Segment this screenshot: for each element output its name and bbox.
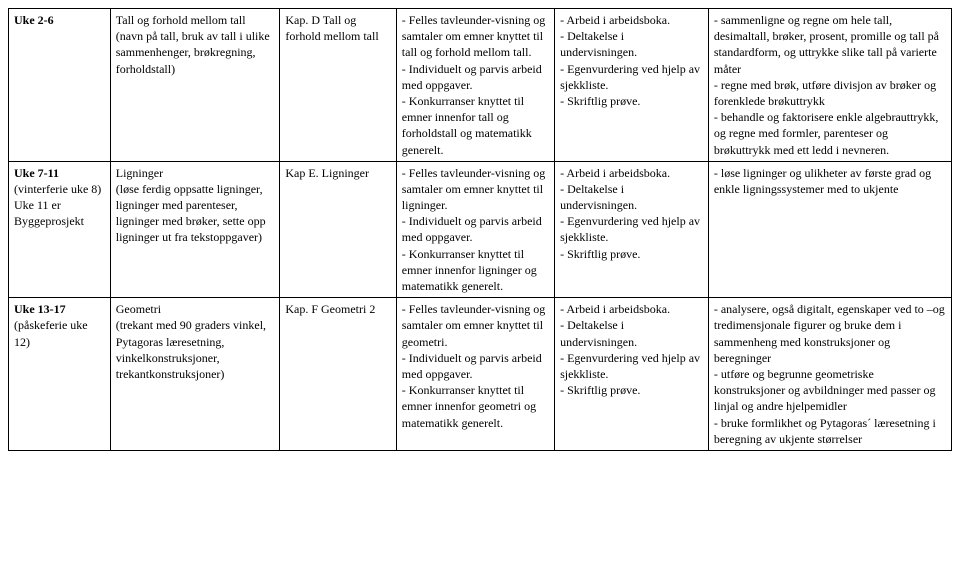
cell-tema: Tall og forhold mellom tall(navn på tall… [110,9,280,162]
cell-kap: Kap. F Geometri 2 [280,298,396,451]
uke-rest: (påskeferie uke 12) [14,318,88,348]
cell-mal: - sammenligne og regne om hele tall, des… [708,9,951,162]
cell-vurd: - Arbeid i arbeidsboka.- Deltakelse i un… [555,161,709,298]
cell-vurd: - Arbeid i arbeidsboka.- Deltakelse i un… [555,9,709,162]
uke-bold: Uke 7-11 [14,166,59,180]
table-row: Uke 7-11 (vinterferie uke 8)Uke 11 er Byg… [9,161,952,298]
cell-arb: - Felles tavleunder-visning og samtaler … [396,298,554,451]
uke-bold: Uke 13-17 [14,302,66,316]
cell-mal: - analysere, også digitalt, egenskaper v… [708,298,951,451]
cell-mal: - løse ligninger og ulikheter av første … [708,161,951,298]
cell-kap: Kap. D Tall og forhold mellom tall [280,9,396,162]
cell-uke: Uke 13-17 (påskeferie uke 12) [9,298,111,451]
plan-table: Uke 2-6 Tall og forhold mellom tall(navn … [8,8,952,451]
cell-kap: Kap E. Ligninger [280,161,396,298]
cell-uke: Uke 2-6 [9,9,111,162]
cell-arb: - Felles tavleunder-visning og samtaler … [396,9,554,162]
uke-bold: Uke 2-6 [14,13,54,27]
table-row: Uke 2-6 Tall og forhold mellom tall(navn … [9,9,952,162]
table-row: Uke 13-17 (påskeferie uke 12) Geometri(tre… [9,298,952,451]
cell-uke: Uke 7-11 (vinterferie uke 8)Uke 11 er Byg… [9,161,111,298]
uke-rest: (vinterferie uke 8)Uke 11 er Byggeprosje… [14,182,101,228]
cell-tema: Geometri(trekant med 90 graders vinkel, … [110,298,280,451]
cell-tema: Ligninger(løse ferdig oppsatte ligninger… [110,161,280,298]
cell-vurd: - Arbeid i arbeidsboka.- Deltakelse i un… [555,298,709,451]
cell-arb: - Felles tavleunder-visning og samtaler … [396,161,554,298]
